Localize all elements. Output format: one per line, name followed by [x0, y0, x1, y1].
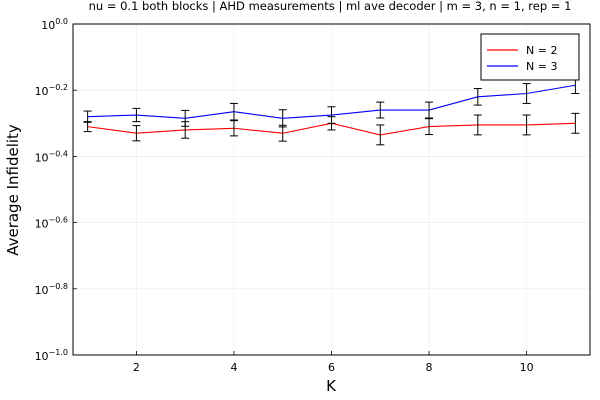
x-tick-label: 2 — [133, 361, 140, 374]
y-tick-label: 10−0.6 — [35, 216, 68, 231]
error-bar-n3 — [229, 102, 238, 121]
chart-title: nu = 0.1 both blocks | AHD measurements … — [89, 0, 572, 13]
error-bar-n3 — [181, 109, 190, 127]
error-bar-n2 — [376, 124, 385, 146]
x-tick-label: 6 — [328, 361, 335, 374]
error-bar-n3 — [425, 101, 434, 119]
legend-label-n2: N = 2 — [526, 44, 557, 57]
y-tick-label: 10−0.4 — [35, 149, 68, 164]
tick-labels: 2 4 6 8 10 10−1.0 10−0.8 10−0.6 10−0.4 10−0.2 100.… — [35, 17, 534, 374]
error-bar-n2 — [229, 120, 238, 137]
x-tick-label: 8 — [426, 361, 433, 374]
y-tick-label: 10−0.2 — [35, 83, 68, 98]
error-bar-n2 — [571, 112, 580, 134]
series-layer — [83, 76, 580, 146]
y-tick-label: 10−1.0 — [35, 348, 68, 363]
error-bar-n2 — [425, 118, 434, 136]
legend-label-n3: N = 3 — [526, 60, 557, 73]
error-bar-n3 — [522, 83, 531, 104]
legend-box — [480, 33, 580, 81]
error-bar-n3 — [376, 101, 385, 119]
error-bar-n3 — [327, 106, 336, 124]
error-bar-n3 — [473, 88, 482, 106]
error-bar-n3 — [83, 110, 92, 123]
y-tick-label: 100.0 — [41, 17, 68, 32]
error-bar-n3 — [278, 109, 287, 128]
y-axis-label: Average Infidelity — [4, 124, 22, 256]
x-tick-label: 4 — [230, 361, 237, 374]
y-tick-label: 10−0.8 — [35, 282, 68, 297]
error-bar-n2 — [473, 114, 482, 136]
legend: N = 2 N = 3 — [480, 33, 580, 81]
error-bar-n3 — [132, 107, 141, 123]
x-axis-label: K — [326, 377, 337, 395]
x-tick-label: 10 — [520, 361, 534, 374]
error-bar-n2 — [522, 114, 531, 136]
error-bar-n2 — [132, 125, 141, 142]
